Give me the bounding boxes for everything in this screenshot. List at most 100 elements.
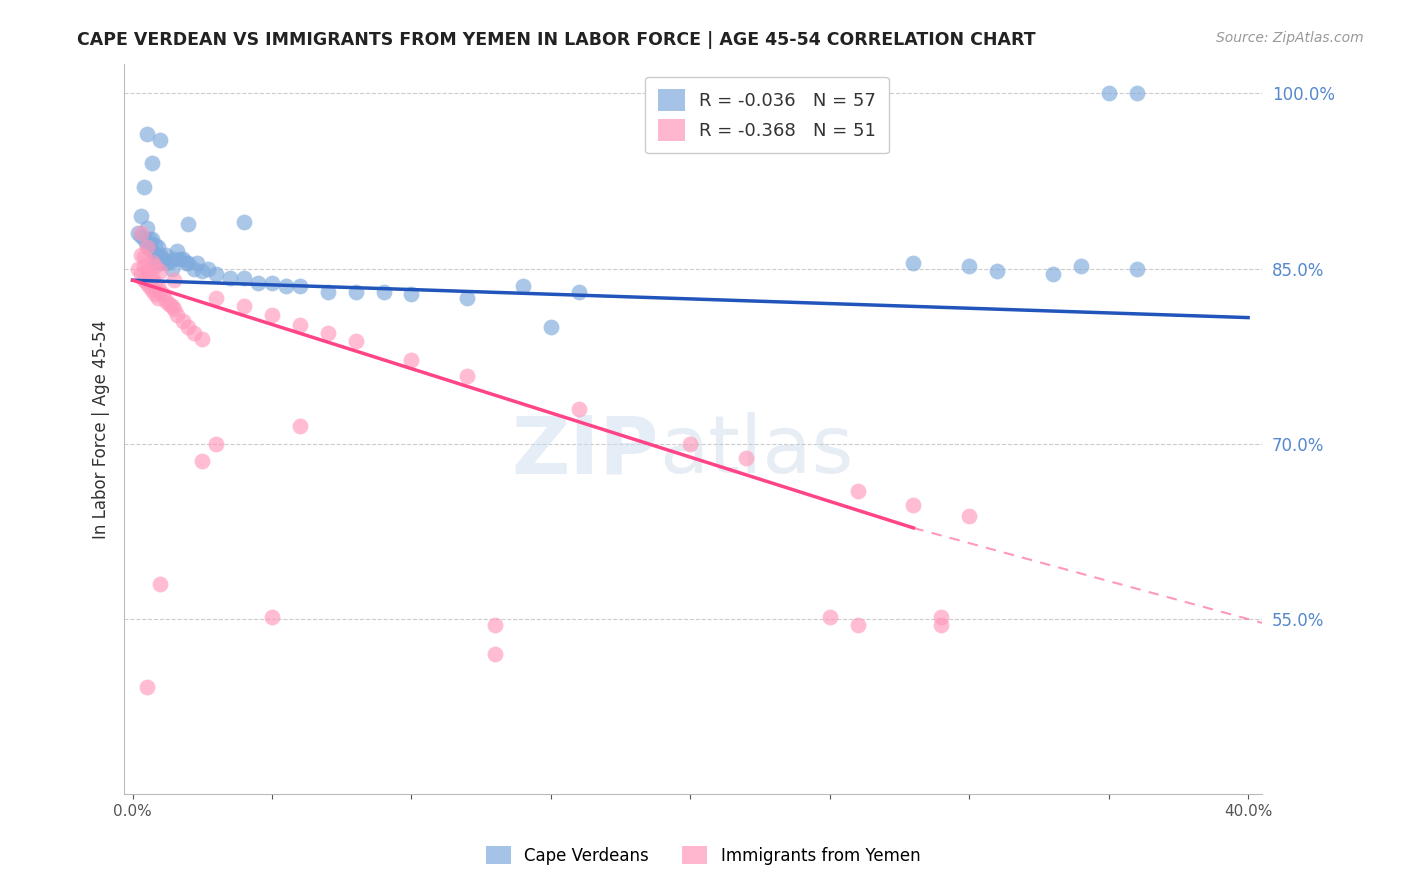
Legend: Cape Verdeans, Immigrants from Yemen: Cape Verdeans, Immigrants from Yemen [478,838,928,873]
Point [540,320,562,334]
Point [735,450,758,465]
Point [141,254,163,268]
Point [288,279,311,293]
Point [138,235,160,250]
Point [141,232,163,246]
Point [512,279,534,293]
Point [183,326,205,340]
Point [166,244,188,258]
Point [219,271,242,285]
Point [155,255,177,269]
Point [260,609,283,624]
Point [132,179,155,194]
Point [169,252,191,267]
Point [135,276,157,290]
Point [568,285,591,299]
Text: ZIP: ZIP [512,412,659,490]
Point [174,255,197,269]
Point [149,255,172,269]
Point [152,287,174,301]
Point [143,276,166,290]
Point [135,127,157,141]
Point [163,273,186,287]
Point [143,259,166,273]
Point [127,227,149,241]
Point [1098,87,1121,101]
Point [157,254,180,268]
Point [135,220,157,235]
Point [138,232,160,246]
Point [129,247,152,261]
Point [191,454,214,468]
Point [143,255,166,269]
Point [132,259,155,273]
Point [177,255,200,269]
Point [129,209,152,223]
Point [260,276,283,290]
Point [132,250,155,264]
Point [143,238,166,252]
Point [141,283,163,297]
Point [138,279,160,293]
Point [135,680,157,694]
Text: Source: ZipAtlas.com: Source: ZipAtlas.com [1216,31,1364,45]
Point [288,419,311,434]
Point [484,618,506,632]
Point [155,294,177,309]
Point [846,618,869,632]
Point [129,227,152,241]
Point [316,326,339,340]
Point [135,240,157,254]
Point [177,320,200,334]
Point [143,287,166,301]
Point [288,318,311,332]
Point [205,291,228,305]
Point [568,401,591,416]
Point [191,264,214,278]
Point [986,264,1008,278]
Point [233,215,256,229]
Point [149,247,172,261]
Point [247,276,270,290]
Y-axis label: In Labor Force | Age 45-54: In Labor Force | Age 45-54 [93,319,110,539]
Point [149,577,172,591]
Point [146,240,169,254]
Point [316,285,339,299]
Point [373,285,395,299]
Point [152,252,174,267]
Point [1070,259,1092,273]
Point [957,259,980,273]
Point [146,252,169,267]
Point [401,287,423,301]
Point [138,268,160,282]
Point [146,291,169,305]
Point [957,509,980,524]
Point [183,261,205,276]
Point [931,609,953,624]
Point [132,232,155,246]
Point [233,271,256,285]
Point [157,296,180,310]
Point [129,228,152,243]
Point [191,332,214,346]
Text: CAPE VERDEAN VS IMMIGRANTS FROM YEMEN IN LABOR FORCE | AGE 45-54 CORRELATION CHA: CAPE VERDEAN VS IMMIGRANTS FROM YEMEN IN… [77,31,1036,49]
Point [679,437,702,451]
Point [160,299,183,313]
Point [138,240,160,254]
Point [186,255,208,269]
Point [166,308,188,322]
Point [163,302,186,317]
Point [401,352,423,367]
Point [135,238,157,252]
Point [344,285,367,299]
Point [344,334,367,348]
Point [172,314,194,328]
Point [1042,268,1064,282]
Point [141,156,163,170]
Point [141,271,163,285]
Point [135,264,157,278]
Point [143,247,166,261]
Point [484,647,506,661]
Point [846,483,869,498]
Point [129,268,152,282]
